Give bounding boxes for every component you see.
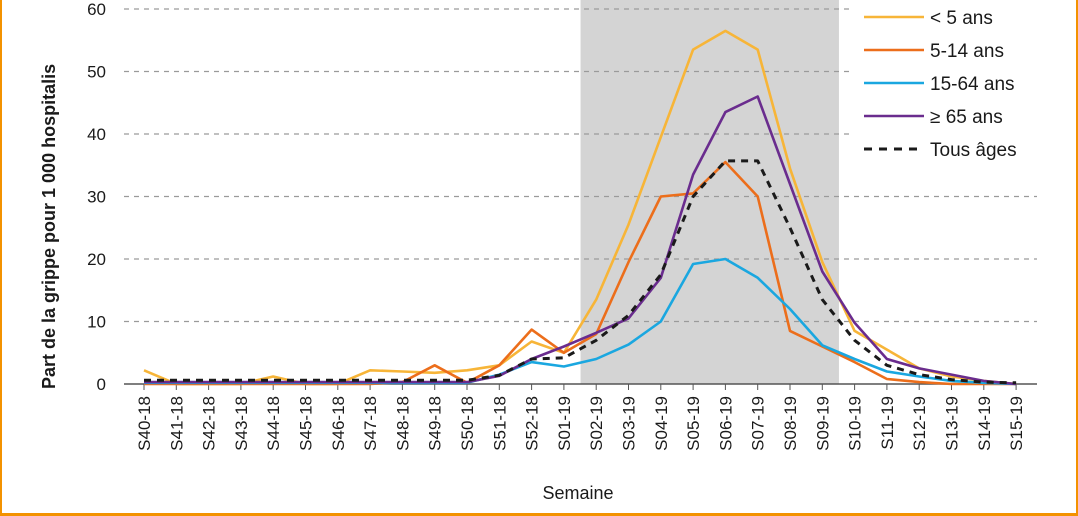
y-tick-layer: 0 10 20 30 40 50 60	[87, 0, 106, 394]
legend-label: Tous âges	[930, 140, 1017, 161]
x-tick-label: S11-19	[878, 396, 897, 450]
y-tick-label: 30	[87, 188, 106, 207]
legend-label: < 5 ans	[930, 8, 993, 29]
x-tick-label: S10-19	[846, 396, 865, 451]
x-tick-label: S14-19	[975, 396, 994, 451]
series-line-65-ans	[144, 95, 1017, 386]
y-tick-label: 0	[97, 375, 106, 394]
x-tick-label: S06-19	[716, 396, 735, 451]
x-tick-label: S51-18	[490, 396, 509, 451]
x-tick-label: S01-19	[555, 396, 574, 451]
x-tick-label: S15-19	[1007, 396, 1026, 451]
y-tick-label: 60	[87, 0, 106, 19]
x-tick-label: S42-18	[200, 396, 219, 451]
x-tick-label: S08-19	[781, 396, 800, 451]
legend-label: 15-64 ans	[930, 74, 1015, 95]
x-axis-label: Semaine	[542, 483, 613, 503]
x-tick-label: S52-18	[523, 396, 542, 451]
x-tick-label: S03-19	[620, 396, 639, 451]
legend-label: ≥ 65 ans	[930, 107, 1003, 128]
x-tick-label: S48-18	[393, 396, 412, 451]
x-tick-label: S02-19	[587, 396, 606, 451]
x-tick-label: S44-18	[264, 396, 283, 451]
x-tick-label: S47-18	[361, 396, 380, 451]
shaded-epidemic-period	[580, 0, 839, 384]
x-tick-label: S04-19	[652, 396, 671, 451]
shaded-region-layer	[580, 0, 839, 384]
y-tick-label: 20	[87, 250, 106, 269]
x-tick-label: S49-18	[426, 396, 445, 451]
y-tick-label: 50	[87, 63, 106, 82]
x-tick-label: S09-19	[813, 396, 832, 451]
legend-label: 5-14 ans	[930, 41, 1004, 62]
x-tick-label: S41-18	[167, 396, 186, 451]
legend-background	[852, 0, 1047, 172]
series-line-5-14-ans	[144, 160, 1017, 386]
y-axis-label: Part de la grippe pour 1 000 hospitalis	[39, 64, 59, 389]
legend: < 5 ans 5-14 ans 15-64 ans ≥ 65 ans Tous âge…	[852, 0, 1047, 172]
x-tick-label: S07-19	[749, 396, 768, 451]
x-tick-label: S13-19	[943, 396, 962, 451]
series-line-tous-ges	[144, 159, 1017, 385]
series-layer	[143, 29, 1017, 386]
y-tick-label: 10	[87, 313, 106, 332]
x-tick-label: S50-18	[458, 396, 477, 451]
x-tick-label: S12-19	[910, 396, 929, 451]
x-tick-layer: S40-18 S41-18 S42-18 S43-18 S44-18 S45-18 S46-…	[135, 384, 1026, 451]
x-tick-label: S45-18	[297, 396, 316, 451]
x-tick-label: S46-18	[329, 396, 348, 451]
y-tick-label: 40	[87, 125, 106, 144]
x-tick-label: S05-19	[684, 396, 703, 451]
x-tick-label: S40-18	[135, 396, 154, 451]
x-tick-label: S43-18	[232, 396, 251, 451]
